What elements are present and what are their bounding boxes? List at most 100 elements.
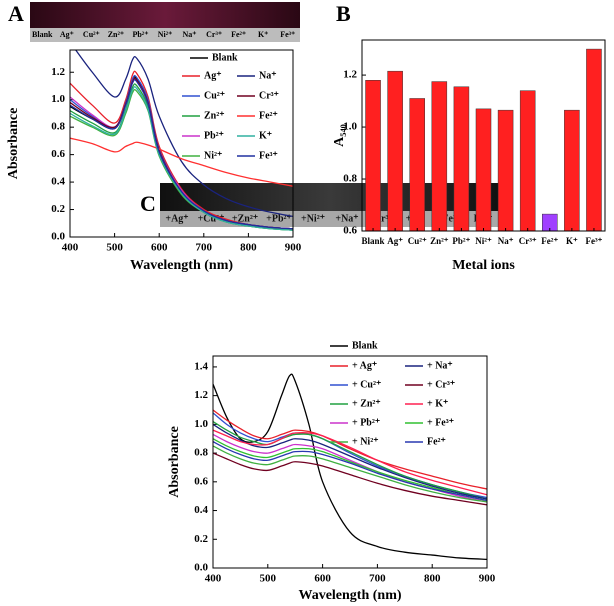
bar [519, 90, 536, 232]
x-tick-label: K⁺ [566, 236, 578, 246]
series-line [213, 373, 487, 561]
photo-label: Ag⁺ [60, 30, 74, 39]
photo-label: K⁺ [258, 30, 268, 39]
y-tick-label: 0.4 [51, 176, 65, 188]
bar [409, 98, 425, 232]
legend-label: Na⁺ [259, 70, 277, 81]
x-tick-label: Zn²⁺ [430, 236, 449, 246]
photo-label: +Zn²⁺ [232, 213, 258, 224]
panel-label: C [140, 191, 156, 216]
y-tick-label: 0.8 [194, 447, 208, 459]
y-tick-label: 1.2 [343, 69, 357, 81]
legend-label: + Na⁺ [427, 360, 453, 371]
x-tick-label: 800 [240, 242, 257, 254]
legend-label: Zn²⁺ [204, 110, 225, 121]
x-axis-label: Wavelength (nm) [298, 588, 401, 603]
plot-frame [361, 39, 606, 232]
bar [564, 109, 580, 232]
x-tick-label: Na⁺ [498, 236, 514, 246]
bar [431, 81, 448, 232]
x-tick-label: 400 [62, 242, 79, 254]
photo-label: Fe³⁺ [280, 30, 295, 39]
series-line [213, 429, 487, 496]
panel-label: B [336, 1, 351, 26]
photo-label: Pb²⁺ [132, 30, 148, 39]
x-tick-label: Pb²⁺ [452, 236, 470, 246]
y-tick-label: 0.0 [51, 231, 65, 243]
series-line [70, 79, 293, 230]
bar [453, 86, 470, 232]
legend-label: Blank [212, 52, 238, 63]
series-line [213, 438, 487, 502]
legend-label: Ag⁺ [204, 70, 222, 81]
x-tick-label: 600 [314, 573, 331, 585]
photo-label: Blank [32, 30, 53, 39]
photo-label: +Cr³⁺ [368, 213, 394, 224]
y-tick-label: 0.8 [343, 173, 357, 185]
photo-label: Na⁺ [183, 30, 197, 39]
series-line [213, 441, 487, 502]
legend-label: + Ni²⁺ [352, 436, 378, 447]
y-tick-label: 0.6 [343, 225, 357, 237]
y-tick-label: 0.8 [51, 121, 65, 133]
photo-label: +Cu²⁺ [198, 213, 225, 224]
photo-label: Cr³⁺ [206, 30, 222, 39]
x-tick-label: Ag⁺ [387, 236, 403, 246]
plot-frame [69, 49, 294, 238]
plot-frame [212, 355, 488, 569]
y-axis-label: Absorbance [6, 108, 21, 180]
x-tick-label: Fe³⁺ [585, 236, 602, 246]
x-axis-label: Metal ions [452, 258, 515, 273]
y-axis-label: Absorbance [167, 426, 182, 498]
y-tick-label: 0.2 [51, 203, 65, 215]
series-line [70, 137, 293, 187]
y-tick-label: 1.0 [194, 418, 208, 430]
bar [365, 80, 381, 232]
y-tick-label: 1.0 [51, 93, 65, 105]
x-tick-label: Cu²⁺ [408, 236, 427, 246]
legend-label: Pb²⁺ [204, 130, 224, 141]
photo-label: Fe²⁺ [231, 30, 246, 39]
series-line [70, 86, 293, 231]
legend-label: + Cu²⁺ [352, 379, 381, 390]
x-tick-label: Ni²⁺ [475, 236, 492, 246]
x-tick-label: 900 [285, 242, 302, 254]
legend-label: Fe²⁺ [427, 436, 446, 447]
y-tick-label: 1.2 [194, 389, 208, 401]
x-tick-label: 400 [205, 573, 222, 585]
photo-label: Zn²⁺ [108, 30, 124, 39]
legend-label: + Zn²⁺ [352, 398, 381, 409]
legend-label: Fe²⁺ [259, 110, 278, 121]
y-tick-label: 0.6 [51, 148, 65, 160]
x-tick-label: 500 [260, 573, 277, 585]
x-tick-label: Cr³⁺ [519, 236, 537, 246]
legend-label: Ni²⁺ [204, 150, 222, 161]
x-tick-label: 800 [424, 573, 441, 585]
legend-label: K⁺ [259, 130, 272, 141]
photo-label: +Fe³⁺ [437, 213, 462, 224]
y-tick-label: 0.2 [194, 533, 208, 545]
series-line [213, 452, 487, 506]
photo-label: Ni²⁺ [158, 30, 173, 39]
bar [475, 108, 492, 232]
series-line [74, 50, 293, 218]
series-line [213, 409, 487, 490]
y-tick-label: 1.2 [51, 66, 65, 78]
series-line [213, 445, 487, 503]
y-tick-label: 0.0 [194, 562, 208, 574]
x-tick-label: 500 [106, 242, 123, 254]
y-tick-label: 0.4 [194, 504, 208, 516]
photo-label: +Pb²⁺ [266, 213, 292, 224]
x-tick-label: Blank [362, 236, 385, 246]
y-axis-label: A₅₄₀ [332, 124, 347, 147]
x-tick-label: 700 [196, 242, 213, 254]
legend-label: Cu²⁺ [204, 90, 225, 101]
x-tick-label: 900 [479, 573, 496, 585]
panel-label: A [8, 1, 24, 26]
x-tick-label: 700 [369, 573, 386, 585]
legend-label: + Cr³⁺ [427, 379, 455, 390]
legend-label: Cr³⁺ [259, 90, 279, 101]
x-tick-label: Fe²⁺ [541, 236, 558, 246]
bar [586, 48, 602, 232]
